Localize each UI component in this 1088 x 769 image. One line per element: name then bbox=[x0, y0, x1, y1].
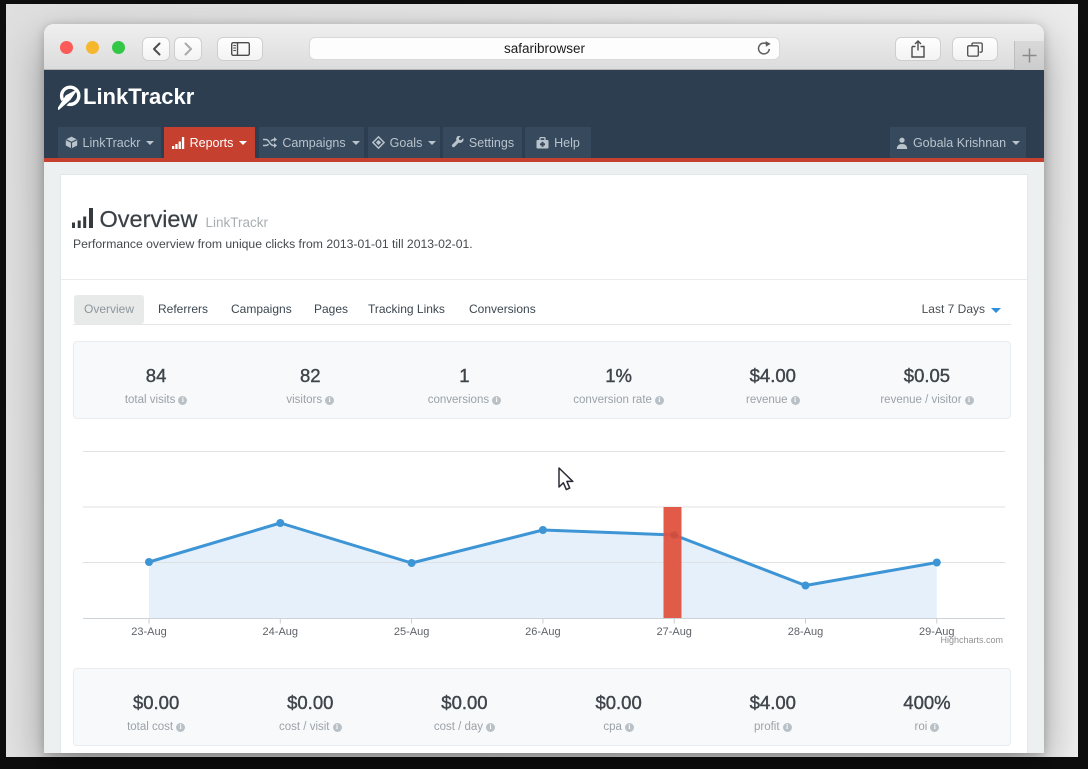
svg-text:27-Aug: 27-Aug bbox=[656, 626, 691, 638]
svg-text:29-Aug: 29-Aug bbox=[919, 626, 954, 638]
svg-text:Highcharts.com: Highcharts.com bbox=[940, 635, 1003, 645]
svg-text:26-Aug: 26-Aug bbox=[525, 626, 560, 638]
svg-text:28-Aug: 28-Aug bbox=[788, 626, 823, 638]
svg-text:23-Aug: 23-Aug bbox=[131, 626, 166, 638]
svg-text:25-Aug: 25-Aug bbox=[394, 626, 429, 638]
svg-text:24-Aug: 24-Aug bbox=[263, 626, 298, 638]
